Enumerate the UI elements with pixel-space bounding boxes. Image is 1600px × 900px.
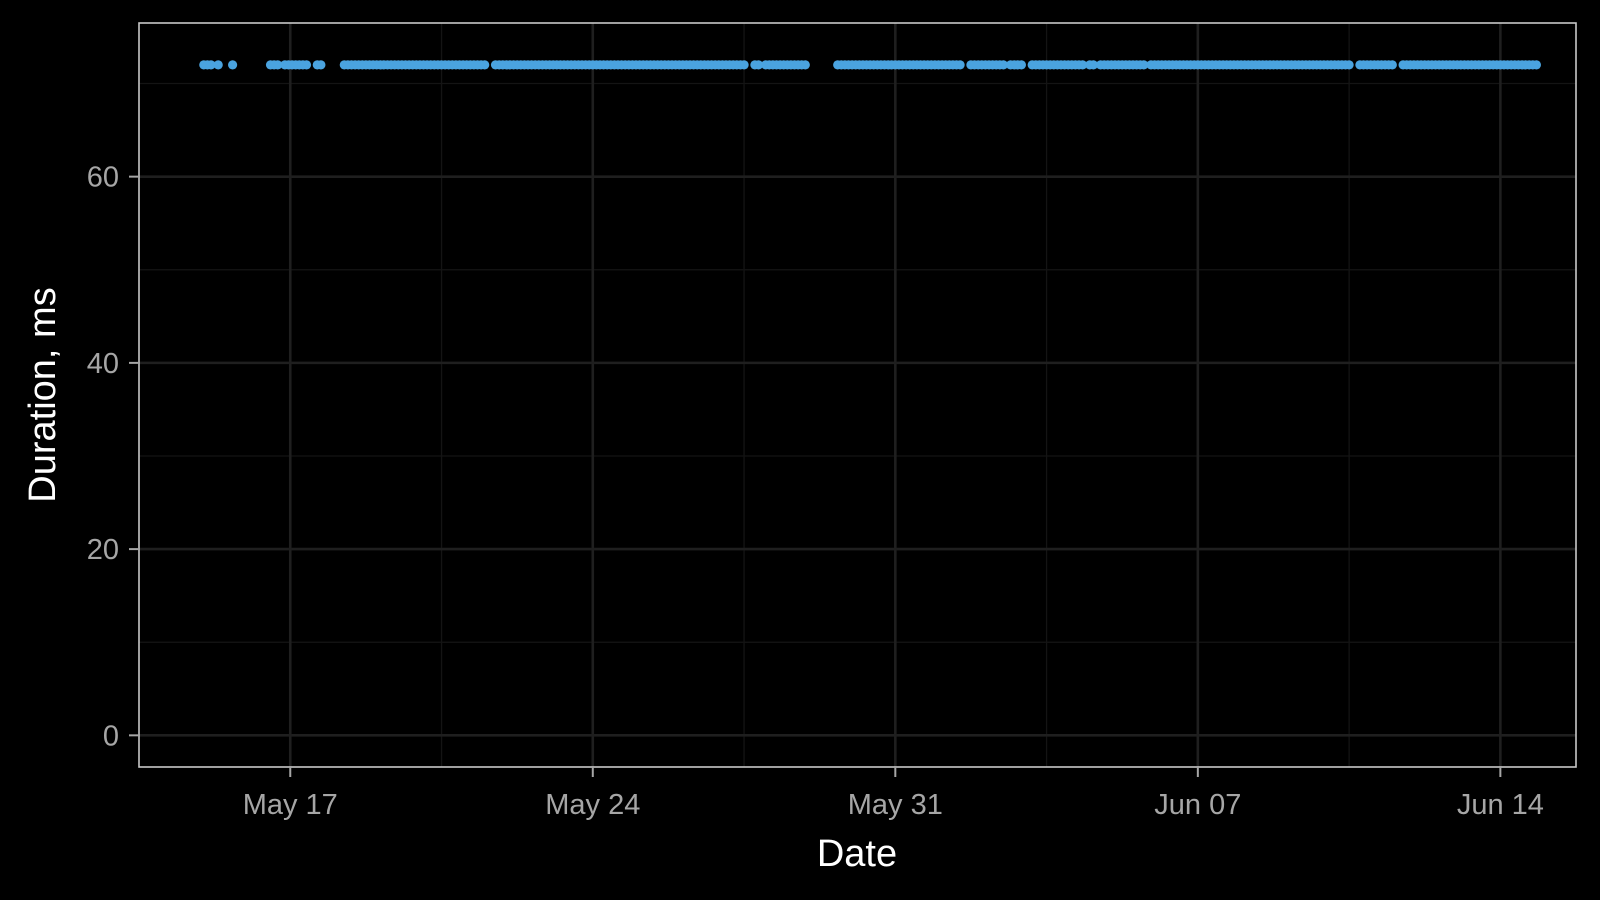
major-gridlines <box>139 23 1576 767</box>
data-point <box>301 60 312 70</box>
data-point <box>1387 60 1397 70</box>
data-point <box>316 60 326 70</box>
y-axis: 0 20 40 60 <box>87 162 139 752</box>
data-point <box>739 60 749 70</box>
data-point <box>213 60 223 70</box>
data-point <box>273 60 283 70</box>
data-point <box>1344 60 1354 70</box>
x-axis: May 17 May 24 May 31 Jun 07 Jun 14 <box>243 767 1544 821</box>
y-tick-label: 60 <box>87 162 119 194</box>
x-tick-label: May 17 <box>243 789 338 821</box>
data-points <box>199 60 1541 70</box>
data-point <box>1531 60 1541 70</box>
y-tick-label: 40 <box>87 348 119 380</box>
data-point <box>1088 60 1098 70</box>
plot-panel <box>139 23 1576 767</box>
y-tick-label: 20 <box>87 534 119 566</box>
data-point <box>1016 60 1026 70</box>
data-point <box>1139 60 1149 70</box>
x-tick-label: Jun 07 <box>1154 789 1241 821</box>
minor-gridlines <box>139 23 1576 767</box>
data-point <box>800 60 810 70</box>
y-axis-title: Duration, ms <box>22 287 64 502</box>
data-point <box>753 60 764 70</box>
x-tick-label: May 24 <box>545 789 640 821</box>
x-axis-title: Date <box>817 833 897 875</box>
data-point <box>1078 60 1088 70</box>
data-point <box>955 60 965 70</box>
x-tick-label: Jun 14 <box>1457 789 1544 821</box>
data-point <box>480 60 490 70</box>
data-point <box>206 60 216 70</box>
data-point <box>228 60 238 70</box>
panel-border <box>138 22 1577 768</box>
x-tick-label: May 31 <box>848 789 943 821</box>
data-point <box>998 60 1009 70</box>
y-tick-label: 0 <box>103 720 119 752</box>
